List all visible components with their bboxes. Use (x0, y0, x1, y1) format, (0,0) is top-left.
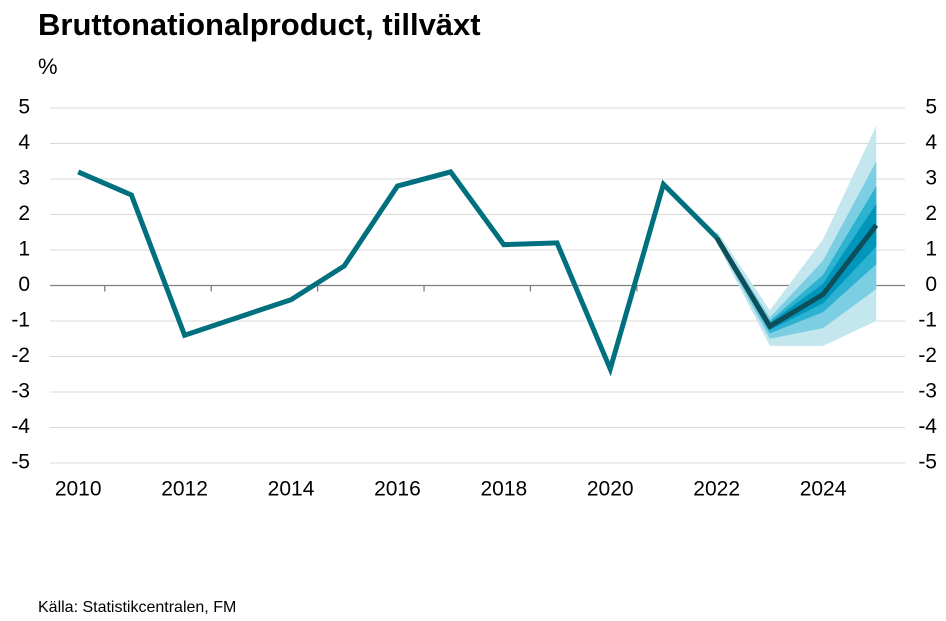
x-tick-label: 2016 (374, 478, 421, 501)
y2-tick-label: -4 (918, 415, 937, 438)
y2-tick-label: -5 (918, 451, 937, 474)
fan-band (716, 186, 877, 334)
y-tick-label: -2 (11, 344, 30, 367)
y-tick-label: -1 (11, 309, 30, 332)
line (714, 223, 879, 330)
y-tick-label: -3 (11, 380, 30, 403)
x-tick-label: 2010 (55, 478, 102, 501)
y-tick-label: 1 (18, 238, 30, 261)
y2-tick-label: 5 (925, 96, 937, 119)
source: Källa: Statistikcentralen, FM (38, 599, 236, 616)
y-tick-label: -4 (11, 415, 30, 438)
y2-tick-label: 1 (925, 238, 937, 261)
x-tick-label: 2020 (587, 478, 634, 501)
y-tick-label: 3 (18, 167, 30, 190)
y2-tick-label: 4 (925, 131, 937, 154)
y-tick-label: -5 (11, 451, 30, 474)
x-tick-label: 2018 (480, 478, 527, 501)
y2-tick-label: -3 (918, 380, 937, 403)
x-tick-label: 2014 (268, 478, 315, 501)
x-tick-label: 2012 (161, 478, 208, 501)
y-tick-label: 4 (18, 131, 30, 154)
y-tick-label: 0 (18, 273, 30, 296)
chart-title: Bruttonationalproduct, tillväxt (38, 7, 481, 42)
y-tick-label: 2 (18, 202, 30, 225)
y2-tick-label: 2 (925, 202, 937, 225)
line (77, 169, 719, 377)
y2-tick-label: -2 (918, 344, 937, 367)
y2-tick-label: -1 (918, 309, 937, 332)
y2-tick-label: 3 (925, 167, 937, 190)
y2-tick-label: 0 (925, 273, 937, 296)
x-tick-label: 2024 (800, 478, 847, 501)
x-tick-label: 2022 (693, 478, 740, 501)
y-tick-label: 5 (18, 96, 30, 119)
unit-label: % (38, 54, 58, 79)
